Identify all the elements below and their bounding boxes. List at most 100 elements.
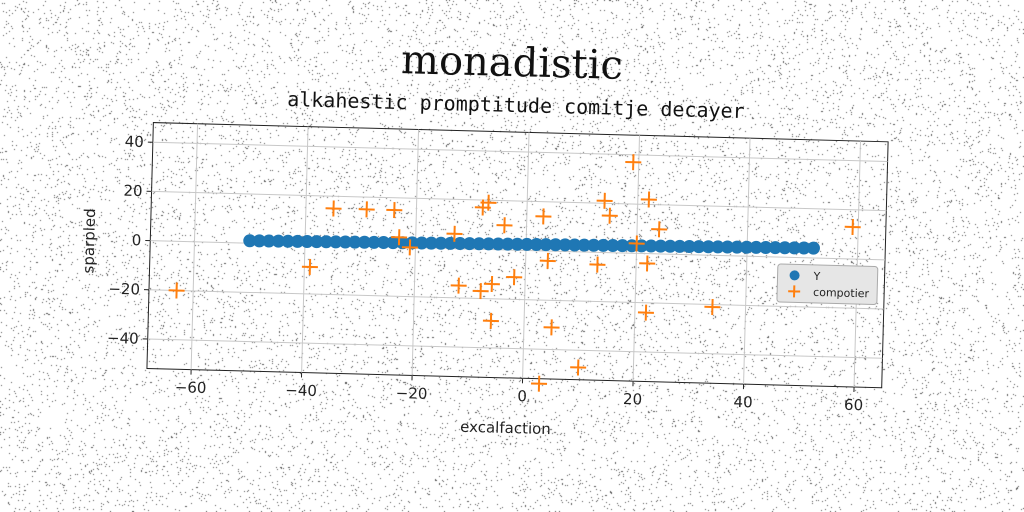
series-y-point [682, 240, 696, 254]
series-y-point [673, 239, 687, 253]
series-compotier-point [386, 202, 403, 219]
series-y-point [778, 241, 792, 255]
series-compotier-point [535, 208, 552, 225]
legend-marker-compotier [788, 285, 801, 298]
series-y-point [348, 235, 362, 249]
grid-line-y [152, 141, 888, 162]
series-y-point [357, 235, 371, 249]
series-y-point [377, 236, 391, 250]
series-y-point [472, 237, 486, 251]
series-y-point [291, 234, 305, 248]
series-y-point [424, 236, 438, 250]
series-compotier-point [482, 312, 499, 329]
series-compotier-point [844, 218, 861, 236]
series-y-point [482, 237, 496, 251]
series-y-point [520, 237, 534, 251]
series-y-point [568, 238, 582, 252]
grid-line-y [147, 338, 883, 359]
series-y-point [329, 235, 343, 249]
x-tick-label: −60 [175, 378, 207, 397]
legend-marker-y [789, 270, 800, 281]
series-y-points [243, 234, 820, 255]
grid-line-x [632, 135, 641, 382]
series-y-point [644, 239, 658, 253]
series-y-point [405, 236, 419, 250]
series-compotier-point [301, 258, 318, 275]
series-y-point [720, 240, 734, 254]
series-y-point [319, 235, 333, 249]
legend-label-y: Y [812, 270, 820, 283]
series-compotier-point [628, 235, 645, 252]
series-y-point [587, 238, 601, 252]
series-compotier-point [325, 200, 342, 217]
series-y-point [281, 234, 295, 248]
x-tick-label: 0 [517, 387, 527, 405]
series-y-point [606, 239, 620, 253]
series-y-point [749, 240, 763, 254]
series-y-point [596, 238, 610, 252]
legend-box [776, 263, 879, 305]
series-y-point [415, 236, 429, 250]
grid-line-x [522, 132, 530, 379]
series-compotier-point [450, 277, 467, 294]
series-compotier-point [589, 256, 606, 273]
x-axis-label: excalfaction [460, 418, 551, 438]
series-compotier-point [543, 319, 560, 336]
grid-lines [147, 123, 888, 388]
series-compotier-point [539, 252, 556, 269]
series-y-point [806, 241, 820, 255]
series-y-point [434, 236, 448, 250]
series-y-point [701, 240, 715, 254]
series-y-point [549, 238, 563, 252]
grid-line-x [853, 141, 861, 388]
series-compotier-point [651, 221, 668, 238]
y-tick-label: 20 [123, 182, 143, 200]
series-compotier-point [704, 298, 721, 316]
series-y-point [501, 237, 515, 251]
x-tick-label: −20 [396, 384, 428, 403]
grid-line-y [148, 289, 884, 310]
series-compotier-point [570, 359, 587, 376]
y-tick-label: 40 [125, 133, 145, 151]
series-y-point [787, 241, 801, 255]
axis-ticks: −60 −40 −20 0 20 40 60 −40 −20 0 20 40 [107, 133, 864, 415]
series-y-point [453, 237, 467, 251]
series-compotier-point [480, 194, 497, 211]
series-compotier-point [472, 283, 489, 300]
x-tick-label: 60 [844, 396, 864, 414]
series-compotier-point [401, 239, 418, 256]
series-y-point [740, 240, 754, 254]
x-tick-label: 40 [733, 393, 753, 411]
series-compotier-points [168, 154, 861, 392]
legend-label-compotier: compotier [813, 286, 870, 300]
series-compotier-point [358, 201, 375, 218]
series-y-point [558, 238, 572, 252]
series-y-point [463, 237, 477, 251]
series-compotier-point [640, 191, 657, 208]
series-y-point [252, 234, 266, 248]
series-compotier-point [391, 229, 408, 246]
series-y-point [510, 237, 524, 251]
series-compotier-point [637, 304, 654, 321]
series-compotier-point [625, 154, 642, 171]
series-y-point [711, 240, 725, 254]
series-compotier-point [168, 282, 185, 299]
series-y-point [577, 238, 591, 252]
series-y-point [759, 241, 773, 255]
series-y-point [529, 238, 543, 252]
series-y-point [300, 235, 314, 249]
grid-line-x [301, 126, 309, 373]
grid-line-x [190, 123, 199, 370]
series-y-point [271, 234, 285, 248]
series-y-point [386, 236, 400, 250]
grid-line-x [743, 138, 751, 385]
series-y-point [243, 234, 257, 248]
y-tick-label: −40 [107, 329, 139, 348]
y-tick-label: −20 [108, 280, 140, 299]
series-y-point [768, 241, 782, 255]
series-y-point [262, 234, 276, 248]
plot-area-frame [146, 122, 889, 389]
series-compotier-point [596, 192, 613, 209]
grid-line-x [411, 129, 420, 376]
